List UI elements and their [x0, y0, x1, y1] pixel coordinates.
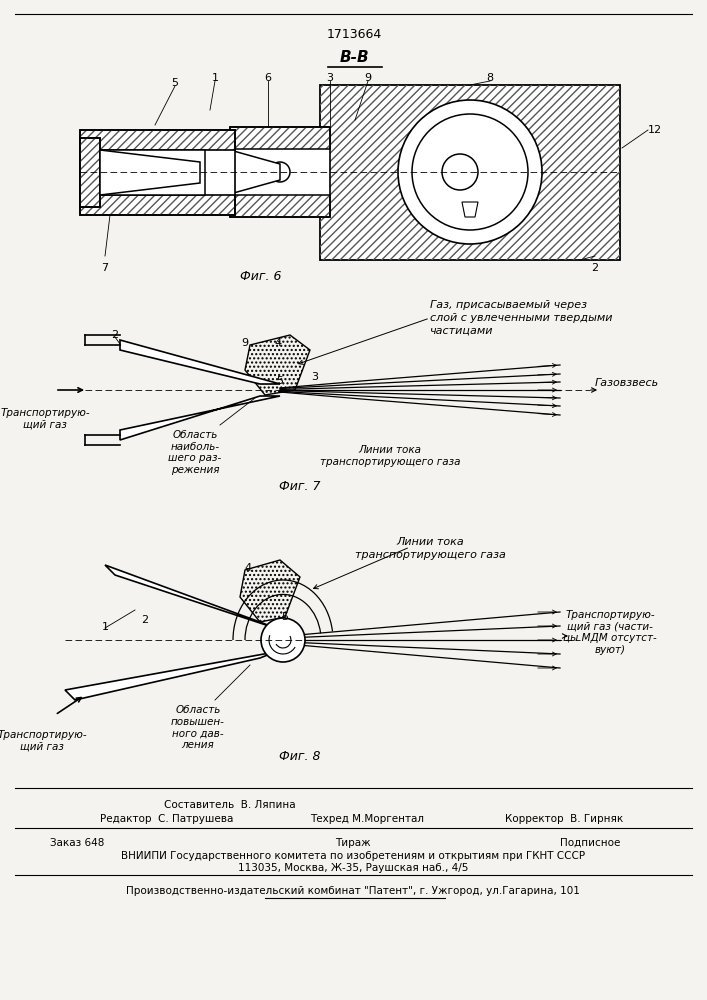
Text: 3: 3 [327, 73, 334, 83]
Text: 1713664: 1713664 [327, 28, 382, 41]
Circle shape [412, 114, 528, 230]
Circle shape [442, 154, 478, 190]
Text: 2: 2 [112, 330, 119, 340]
Bar [80, 195, 235, 215]
Text: 5: 5 [276, 376, 284, 386]
Text: Фиг. 8: Фиг. 8 [279, 750, 321, 763]
Text: Редактор  С. Патрушева: Редактор С. Патрушева [100, 814, 233, 824]
Bar [320, 85, 620, 260]
Text: Линии тока: Линии тока [396, 537, 464, 547]
Bar [80, 138, 100, 207]
Text: Газ, присасываемый через: Газ, присасываемый через [430, 300, 587, 310]
Bar [80, 195, 235, 215]
Polygon shape [230, 150, 280, 194]
Bar [80, 138, 100, 207]
Text: 1: 1 [102, 622, 108, 632]
Text: ВНИИПИ Государственного комитета по изобретениям и открытиям при ГКНТ СССР: ВНИИПИ Государственного комитета по изоб… [121, 851, 585, 861]
Circle shape [270, 162, 290, 182]
Polygon shape [120, 340, 280, 384]
Text: 2: 2 [141, 615, 148, 625]
Text: Транспортирую-
щий газ (части-
цы МДМ отсутст-
вуют): Транспортирую- щий газ (части- цы МДМ от… [563, 610, 657, 655]
Circle shape [398, 100, 542, 244]
Bar [230, 127, 330, 149]
Text: слой с увлеченными твердыми: слой с увлеченными твердыми [430, 313, 612, 323]
Text: 9: 9 [364, 73, 372, 83]
Text: Транспортирую-
щий газ: Транспортирую- щий газ [0, 730, 87, 752]
Text: частицами: частицами [430, 326, 493, 336]
Bar [80, 150, 205, 195]
Polygon shape [462, 202, 478, 217]
Text: Производственно-издательский комбинат "Патент", г. Ужгород, ул.Гагарина, 101: Производственно-издательский комбинат "П… [126, 886, 580, 896]
Text: Подписное: Подписное [560, 838, 620, 848]
Bar [230, 195, 330, 217]
Text: Корректор  В. Гирняк: Корректор В. Гирняк [505, 814, 624, 824]
Text: 9: 9 [241, 338, 249, 348]
Bar [230, 195, 330, 217]
Text: 1: 1 [211, 73, 218, 83]
Text: Техред М.Моргентал: Техред М.Моргентал [310, 814, 424, 824]
Text: 6: 6 [264, 73, 271, 83]
Circle shape [261, 618, 305, 662]
Text: 12: 12 [648, 125, 662, 135]
Text: Газовзвесь: Газовзвесь [595, 378, 659, 388]
Bar [230, 127, 330, 217]
Text: 5: 5 [281, 612, 288, 622]
Bar [80, 130, 235, 215]
Text: 8: 8 [486, 73, 493, 83]
Text: 2: 2 [592, 263, 599, 273]
Polygon shape [105, 565, 275, 628]
Text: 5: 5 [172, 78, 178, 88]
Text: Транспортирую-
щий газ: Транспортирую- щий газ [0, 408, 90, 430]
Text: Заказ 648: Заказ 648 [50, 838, 105, 848]
Text: 4: 4 [274, 338, 281, 348]
Text: транспортирующего газа: транспортирующего газа [355, 550, 506, 560]
Text: Составитель  В. Ляпина: Составитель В. Ляпина [164, 800, 296, 810]
Text: Область
повышен-
ного дав-
ления: Область повышен- ного дав- ления [171, 705, 225, 750]
Bar [80, 130, 235, 150]
Text: Область
наиболь-
шего раз-
режения: Область наиболь- шего раз- режения [168, 430, 221, 475]
Bar [230, 127, 330, 149]
Bar [80, 138, 100, 207]
Text: Тираж: Тираж [335, 838, 370, 848]
Polygon shape [100, 150, 200, 195]
Bar [320, 85, 620, 260]
Text: Линии тока
транспортирующего газа: Линии тока транспортирующего газа [320, 445, 460, 467]
Text: 7: 7 [101, 263, 109, 273]
Bar [80, 130, 235, 150]
Text: 3: 3 [312, 372, 318, 382]
Text: В-В: В-В [339, 50, 369, 65]
Polygon shape [65, 652, 275, 700]
Text: 113035, Москва, Ж-35, Раушская наб., 4/5: 113035, Москва, Ж-35, Раушская наб., 4/5 [238, 863, 468, 873]
Text: 4: 4 [245, 563, 252, 573]
Polygon shape [120, 396, 280, 440]
Text: Фиг. 6: Фиг. 6 [240, 270, 281, 283]
Text: Фиг. 7: Фиг. 7 [279, 480, 321, 493]
